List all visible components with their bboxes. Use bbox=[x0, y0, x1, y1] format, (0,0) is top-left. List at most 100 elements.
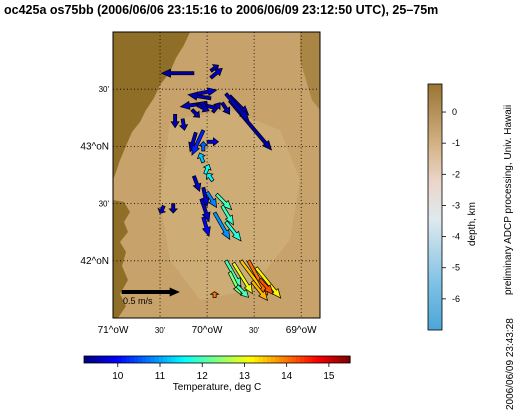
velocity-arrow bbox=[214, 192, 233, 211]
velocity-arrow bbox=[254, 266, 282, 299]
temp-color-cell bbox=[341, 356, 347, 363]
temperature-colorbar-ticks: 10 11 12 13 14 15 bbox=[112, 363, 335, 382]
velocity-arrow bbox=[209, 67, 223, 80]
x-tick-label: 30' bbox=[155, 326, 166, 335]
x-tick-label: 30' bbox=[249, 326, 260, 335]
temp-color-cell bbox=[271, 356, 276, 363]
velocity-arrow bbox=[196, 87, 218, 97]
velocity-arrow bbox=[191, 129, 206, 156]
temp-color-cell bbox=[254, 356, 260, 363]
velocity-arrow bbox=[209, 291, 220, 298]
velocity-arrow bbox=[220, 204, 234, 226]
temp-color-cell bbox=[84, 356, 89, 363]
temp-color-cell bbox=[208, 356, 214, 363]
temp-color-cell bbox=[129, 356, 135, 363]
velocity-arrow bbox=[196, 103, 210, 113]
temp-color-cell bbox=[142, 356, 147, 363]
temp-color-cell bbox=[121, 356, 127, 363]
temp-color-cell bbox=[237, 356, 243, 363]
temp-color-cell bbox=[146, 356, 152, 363]
depth-colorbar-ticks: 0 -1 -2 -3 -4 -5 -6 bbox=[442, 107, 460, 304]
temp-color-cell bbox=[312, 356, 318, 363]
credit-text: preliminary ADCP processing, Univ. Hawai… bbox=[503, 104, 514, 295]
velocity-arrow bbox=[168, 203, 179, 214]
temp-color-cell bbox=[266, 356, 272, 363]
temp-color-cell bbox=[246, 356, 251, 363]
temp-color-cell bbox=[229, 356, 235, 363]
temp-colorbar-frame bbox=[83, 355, 351, 364]
x-tick-label: 69^oW bbox=[286, 325, 317, 336]
temp-tick-label: 12 bbox=[197, 371, 209, 382]
temp-tick-label: 15 bbox=[323, 371, 335, 382]
scale-arrow: 0.5 m/s bbox=[121, 287, 180, 306]
temp-tick-label: 13 bbox=[239, 371, 251, 382]
temp-color-cell bbox=[225, 356, 231, 363]
temp-color-cell bbox=[241, 356, 247, 363]
temp-color-cell bbox=[279, 356, 285, 363]
temp-color-cell bbox=[200, 356, 206, 363]
temp-color-cell bbox=[325, 356, 330, 363]
velocity-arrow bbox=[212, 211, 231, 241]
depth-tick-label: 0 bbox=[452, 107, 457, 117]
temp-color-cell bbox=[175, 356, 181, 363]
temp-color-cell bbox=[162, 356, 168, 363]
temp-color-cell bbox=[196, 356, 201, 363]
depth-tick-label: -1 bbox=[452, 138, 460, 148]
temp-color-cell bbox=[138, 356, 143, 363]
map-frame bbox=[112, 31, 321, 319]
velocity-arrow bbox=[198, 140, 209, 152]
velocity-arrow bbox=[160, 68, 195, 78]
temp-color-cell bbox=[92, 356, 98, 363]
velocity-arrow bbox=[187, 91, 212, 101]
depth-colorbar bbox=[427, 83, 443, 331]
velocity-arrow bbox=[231, 261, 253, 295]
velocity-arrow bbox=[220, 101, 231, 115]
temp-color-cell bbox=[345, 356, 351, 363]
velocity-arrow bbox=[190, 108, 200, 118]
velocity-arrow bbox=[157, 204, 167, 214]
velocity-arrow bbox=[196, 152, 206, 164]
temp-color-cell bbox=[320, 356, 326, 363]
temp-color-cell bbox=[262, 356, 268, 363]
velocity-vectors bbox=[157, 64, 282, 302]
temp-color-cell bbox=[125, 356, 131, 363]
temp-color-cell bbox=[204, 356, 210, 363]
temp-color-cell bbox=[333, 356, 339, 363]
velocity-arrow bbox=[250, 279, 269, 302]
temp-color-cell bbox=[171, 356, 177, 363]
bank-shoal bbox=[300, 32, 320, 110]
temp-color-cell bbox=[117, 356, 123, 363]
y-tick-label: 30' bbox=[99, 85, 110, 94]
temp-color-cell bbox=[154, 356, 160, 363]
depth-tick-label: -4 bbox=[452, 232, 460, 242]
depth-tick-label: -6 bbox=[452, 294, 460, 304]
temp-color-cell bbox=[300, 356, 305, 363]
temp-color-cell bbox=[187, 356, 193, 363]
velocity-arrow bbox=[206, 137, 220, 147]
temp-tick-label: 10 bbox=[112, 371, 124, 382]
temp-color-cell bbox=[221, 356, 226, 363]
temp-color-cell bbox=[212, 356, 218, 363]
chart-title: oc425a os75bb (2006/06/06 23:15:16 to 20… bbox=[4, 3, 439, 17]
velocity-arrow bbox=[200, 186, 210, 208]
map-tick-labels: 71^oW 30' 70^oW 30' 69^oW 30' 43^oN 30' 42^oN bbox=[80, 85, 317, 336]
scale-arrow-shape bbox=[121, 287, 180, 297]
x-tick-label: 70^oW bbox=[192, 325, 223, 336]
temp-color-cell bbox=[308, 356, 314, 363]
scale-arrow-label: 0.5 m/s bbox=[123, 296, 153, 306]
temp-color-cell bbox=[183, 356, 189, 363]
temp-color-cell bbox=[192, 356, 197, 363]
temp-color-cell bbox=[158, 356, 164, 363]
x-tick-label: 71^oW bbox=[98, 325, 129, 336]
velocity-arrow bbox=[224, 92, 250, 122]
temp-color-cell bbox=[316, 356, 322, 363]
temp-color-cell bbox=[179, 356, 185, 363]
velocity-arrow bbox=[201, 216, 211, 238]
temperature-axis-label: Temperature, deg C bbox=[172, 382, 262, 393]
velocity-arrow bbox=[199, 198, 211, 223]
temp-color-cell bbox=[113, 356, 118, 363]
velocity-arrow bbox=[191, 175, 202, 192]
temp-color-cell bbox=[258, 356, 264, 363]
temperature-colorbar bbox=[83, 355, 351, 364]
